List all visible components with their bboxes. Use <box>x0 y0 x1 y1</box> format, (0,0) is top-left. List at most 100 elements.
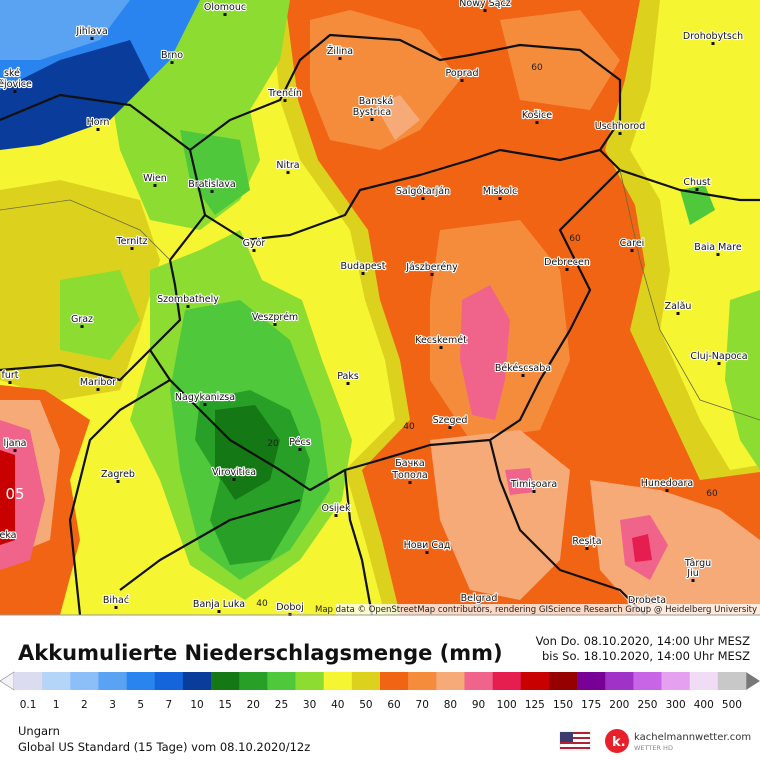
legend-swatch <box>351 672 381 690</box>
legend-swatch <box>717 672 747 690</box>
period-start: Von Do. 08.10.2020, 14:00 Uhr MESZ <box>536 634 750 648</box>
precip-area <box>0 40 150 150</box>
city-label: Győr <box>243 238 266 249</box>
legend-label: 50 <box>359 699 372 711</box>
city-label: Kecskemét <box>415 335 467 346</box>
legend-swatch <box>14 672 43 690</box>
country-border <box>119 498 301 591</box>
city-label: Zagreb <box>101 469 135 480</box>
city-label: Szeged <box>433 415 468 426</box>
country-border <box>68 379 171 616</box>
contour-label: 20 <box>267 439 279 449</box>
legend-label: 7 <box>166 699 173 711</box>
country-border <box>189 33 622 151</box>
model-run: Global US Standard (15 Tage) vom 08.10.2… <box>18 740 310 754</box>
scale-arrow-low <box>0 671 15 691</box>
contour-label: 40 <box>403 422 415 432</box>
city-label: Ternitz <box>115 236 147 247</box>
city-label: Wien <box>143 173 167 184</box>
legend-label: 40 <box>331 699 344 711</box>
city-label: Trenčín <box>267 88 302 99</box>
legend-label: 2 <box>81 699 88 711</box>
legend-label: 0.1 <box>20 699 37 711</box>
city-label: Banja Luka <box>193 599 245 610</box>
city-label: Jiu <box>686 568 698 579</box>
legend-swatch <box>211 672 240 690</box>
city-label: Uschhorod <box>595 121 646 132</box>
city-label: Salgótarján <box>396 186 450 197</box>
attribution-bg <box>336 604 760 615</box>
contour-label: 40 <box>256 599 268 609</box>
legend-label: 200 <box>609 699 629 711</box>
legend-swatch <box>154 672 184 690</box>
precip-area <box>375 95 420 140</box>
city-marker <box>711 42 715 45</box>
country-border <box>488 439 646 616</box>
city-label: Топола <box>391 470 428 481</box>
legend-swatch <box>380 672 409 690</box>
legend-swatch <box>605 672 634 690</box>
city-marker <box>223 13 227 16</box>
legend-swatch <box>661 672 690 690</box>
city-marker <box>430 273 434 276</box>
precip-area <box>0 450 15 545</box>
city-label: Drobeta <box>628 595 666 606</box>
flag <box>559 731 591 751</box>
city-marker <box>186 305 190 308</box>
precip-area <box>215 405 280 500</box>
city-label: Drohobytsch <box>683 31 743 42</box>
legend-swatch <box>126 672 156 690</box>
legend-label: 1 <box>53 699 60 711</box>
precip-area <box>430 430 570 600</box>
city-label: Doboj <box>276 602 304 613</box>
region: Ungarn <box>18 724 60 738</box>
city-marker <box>565 268 569 271</box>
legend-swatch <box>464 672 493 690</box>
legend-label: 15 <box>218 699 231 711</box>
city-marker <box>361 272 365 275</box>
city-label: Békéscsaba <box>495 363 551 374</box>
city-label: ljana <box>4 438 27 449</box>
city-label: Timișoara <box>510 479 557 490</box>
legend-swatch <box>182 672 212 690</box>
legend-swatch <box>520 672 550 690</box>
city-marker <box>425 551 429 554</box>
attribution: Map data © OpenStreetMap contributors, r… <box>315 605 757 615</box>
flag-stripe <box>560 737 590 739</box>
city-label: Brno <box>161 50 183 61</box>
legend-swatch <box>323 672 353 690</box>
city-marker <box>13 449 17 452</box>
precip-area <box>460 285 510 420</box>
city-marker <box>448 426 452 429</box>
city-marker <box>334 514 338 517</box>
city-label: Košice <box>522 110 552 121</box>
city-label: Maribor <box>80 377 116 388</box>
period-end: bis So. 18.10.2020, 14:00 Uhr MESZ <box>542 649 750 663</box>
legend-title: Akkumulierte Niederschlagsmenge (mm) <box>18 641 503 665</box>
city-marker <box>273 323 277 326</box>
legend-swatch <box>633 672 662 690</box>
precip-area <box>725 290 760 470</box>
legend-label: 500 <box>722 699 742 711</box>
legend-label: 250 <box>637 699 657 711</box>
legend-swatch <box>577 672 606 690</box>
city-marker <box>298 448 302 451</box>
city-label: Nitra <box>276 160 299 171</box>
flag-stripe <box>560 742 590 744</box>
legend-label: 70 <box>416 699 429 711</box>
precip-area <box>505 468 535 495</box>
city-label: Târgu <box>684 558 711 569</box>
legend-label: 10 <box>190 699 203 711</box>
city-marker <box>96 128 100 131</box>
city-label: Szombathely <box>157 294 219 305</box>
city-marker <box>618 132 622 135</box>
precip-area <box>60 270 140 360</box>
country-border <box>343 469 374 616</box>
city-marker <box>8 381 12 384</box>
city-label: Cluj-Napoca <box>690 351 747 362</box>
city-label: Belgrad <box>461 593 498 604</box>
city-label: Chust <box>683 177 711 188</box>
